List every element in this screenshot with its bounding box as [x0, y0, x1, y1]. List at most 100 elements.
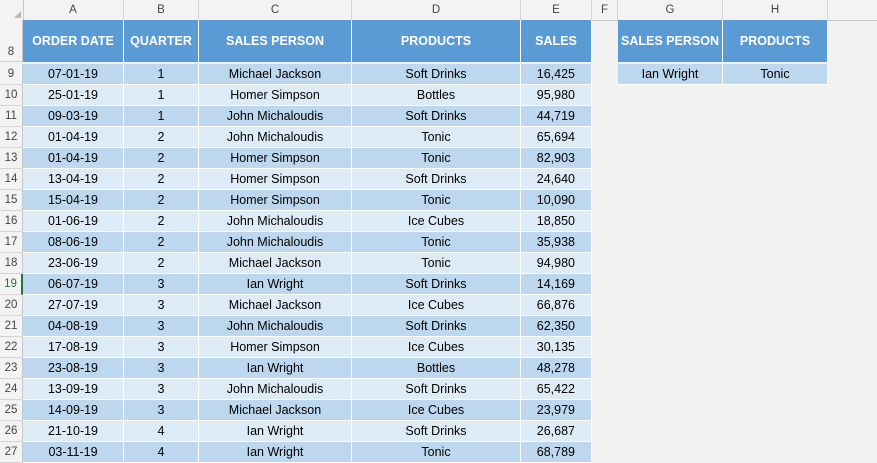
- sales-person-cell[interactable]: John Michaloudis: [199, 127, 352, 148]
- row-header[interactable]: 25: [0, 400, 23, 421]
- sales-cell[interactable]: 30,135: [521, 337, 592, 358]
- quarter-cell[interactable]: 3: [124, 274, 199, 295]
- product-cell[interactable]: Soft Drinks: [352, 64, 521, 85]
- quarter-cell[interactable]: 2: [124, 211, 199, 232]
- quarter-cell[interactable]: 2: [124, 253, 199, 274]
- sales-cell[interactable]: 14,169: [521, 274, 592, 295]
- row-header[interactable]: 26: [0, 421, 23, 442]
- sales-cell[interactable]: 44,719: [521, 106, 592, 127]
- sales-person-cell[interactable]: John Michaloudis: [199, 106, 352, 127]
- quarter-cell[interactable]: 3: [124, 337, 199, 358]
- quarter-cell[interactable]: 1: [124, 106, 199, 127]
- sales-person-cell[interactable]: Ian Wright: [199, 442, 352, 463]
- product-cell[interactable]: Ice Cubes: [352, 295, 521, 316]
- criteria-products-value[interactable]: Tonic: [723, 64, 828, 85]
- row-header[interactable]: 23: [0, 358, 23, 379]
- product-cell[interactable]: Ice Cubes: [352, 400, 521, 421]
- sales-person-cell[interactable]: Homer Simpson: [199, 337, 352, 358]
- quarter-cell[interactable]: 1: [124, 64, 199, 85]
- product-cell[interactable]: Tonic: [352, 148, 521, 169]
- sales-person-cell[interactable]: Michael Jackson: [199, 295, 352, 316]
- product-cell[interactable]: Tonic: [352, 253, 521, 274]
- products-header[interactable]: PRODUCTS: [352, 20, 521, 62]
- order-date-cell[interactable]: 09-03-19: [23, 106, 124, 127]
- order-date-cell[interactable]: 13-04-19: [23, 169, 124, 190]
- sales-person-header[interactable]: SALES PERSON: [199, 20, 352, 62]
- quarter-cell[interactable]: 3: [124, 295, 199, 316]
- row-header[interactable]: 21: [0, 316, 23, 337]
- product-cell[interactable]: Tonic: [352, 442, 521, 463]
- sales-person-cell[interactable]: Ian Wright: [199, 358, 352, 379]
- column-header-h[interactable]: H: [723, 0, 828, 20]
- sales-cell[interactable]: 62,350: [521, 316, 592, 337]
- sales-person-cell[interactable]: Ian Wright: [199, 274, 352, 295]
- criteria-products-header[interactable]: PRODUCTS: [723, 20, 828, 62]
- order-date-cell[interactable]: 27-07-19: [23, 295, 124, 316]
- row-header[interactable]: 16: [0, 211, 23, 232]
- quarter-cell[interactable]: 4: [124, 421, 199, 442]
- row-header[interactable]: 20: [0, 295, 23, 316]
- order-date-cell[interactable]: 14-09-19: [23, 400, 124, 421]
- sales-person-cell[interactable]: John Michaloudis: [199, 232, 352, 253]
- sales-cell[interactable]: 66,876: [521, 295, 592, 316]
- product-cell[interactable]: Soft Drinks: [352, 106, 521, 127]
- row-header[interactable]: 19: [0, 274, 23, 295]
- order-date-cell[interactable]: 01-04-19: [23, 127, 124, 148]
- quarter-cell[interactable]: 2: [124, 190, 199, 211]
- row-header[interactable]: 12: [0, 127, 23, 148]
- column-header-c[interactable]: C: [199, 0, 352, 20]
- sales-person-cell[interactable]: Michael Jackson: [199, 64, 352, 85]
- row-header[interactable]: 13: [0, 148, 23, 169]
- column-header-e[interactable]: E: [521, 0, 592, 20]
- sales-cell[interactable]: 23,979: [521, 400, 592, 421]
- sales-person-cell[interactable]: Homer Simpson: [199, 148, 352, 169]
- quarter-cell[interactable]: 2: [124, 148, 199, 169]
- product-cell[interactable]: Ice Cubes: [352, 211, 521, 232]
- sales-cell[interactable]: 48,278: [521, 358, 592, 379]
- column-header-f[interactable]: F: [592, 0, 618, 20]
- quarter-header[interactable]: QUARTER: [124, 20, 199, 62]
- row-header[interactable]: 18: [0, 253, 23, 274]
- quarter-cell[interactable]: 2: [124, 127, 199, 148]
- row-header[interactable]: 11: [0, 106, 23, 127]
- quarter-cell[interactable]: 2: [124, 232, 199, 253]
- sales-cell[interactable]: 82,903: [521, 148, 592, 169]
- sales-header[interactable]: SALES: [521, 20, 592, 62]
- sales-cell[interactable]: 95,980: [521, 85, 592, 106]
- sales-person-cell[interactable]: John Michaloudis: [199, 316, 352, 337]
- quarter-cell[interactable]: 4: [124, 442, 199, 463]
- column-header-a[interactable]: A: [23, 0, 124, 20]
- product-cell[interactable]: Soft Drinks: [352, 421, 521, 442]
- column-header-g[interactable]: G: [618, 0, 723, 20]
- order-date-cell[interactable]: 03-11-19: [23, 442, 124, 463]
- sales-person-cell[interactable]: Homer Simpson: [199, 190, 352, 211]
- sales-cell[interactable]: 18,850: [521, 211, 592, 232]
- sales-cell[interactable]: 26,687: [521, 421, 592, 442]
- order-date-cell[interactable]: 01-04-19: [23, 148, 124, 169]
- sales-cell[interactable]: 35,938: [521, 232, 592, 253]
- sales-cell[interactable]: 24,640: [521, 169, 592, 190]
- row-header[interactable]: 15: [0, 190, 23, 211]
- order-date-cell[interactable]: 23-08-19: [23, 358, 124, 379]
- product-cell[interactable]: Bottles: [352, 85, 521, 106]
- quarter-cell[interactable]: 3: [124, 400, 199, 421]
- row-header[interactable]: 27: [0, 442, 23, 463]
- criteria-sales-person-value[interactable]: Ian Wright: [618, 64, 723, 85]
- select-all-corner[interactable]: [0, 0, 24, 20]
- sales-person-cell[interactable]: Michael Jackson: [199, 400, 352, 421]
- sales-person-cell[interactable]: Homer Simpson: [199, 85, 352, 106]
- row-header[interactable]: 9: [0, 64, 23, 85]
- product-cell[interactable]: Soft Drinks: [352, 316, 521, 337]
- quarter-cell[interactable]: 1: [124, 85, 199, 106]
- quarter-cell[interactable]: 2: [124, 169, 199, 190]
- column-header-d[interactable]: D: [352, 0, 521, 20]
- order-date-cell[interactable]: 15-04-19: [23, 190, 124, 211]
- order-date-cell[interactable]: 01-06-19: [23, 211, 124, 232]
- row-header[interactable]: 17: [0, 232, 23, 253]
- sales-cell[interactable]: 65,422: [521, 379, 592, 400]
- product-cell[interactable]: Bottles: [352, 358, 521, 379]
- order-date-cell[interactable]: 07-01-19: [23, 64, 124, 85]
- order-date-cell[interactable]: 04-08-19: [23, 316, 124, 337]
- row-header[interactable]: 24: [0, 379, 23, 400]
- quarter-cell[interactable]: 3: [124, 379, 199, 400]
